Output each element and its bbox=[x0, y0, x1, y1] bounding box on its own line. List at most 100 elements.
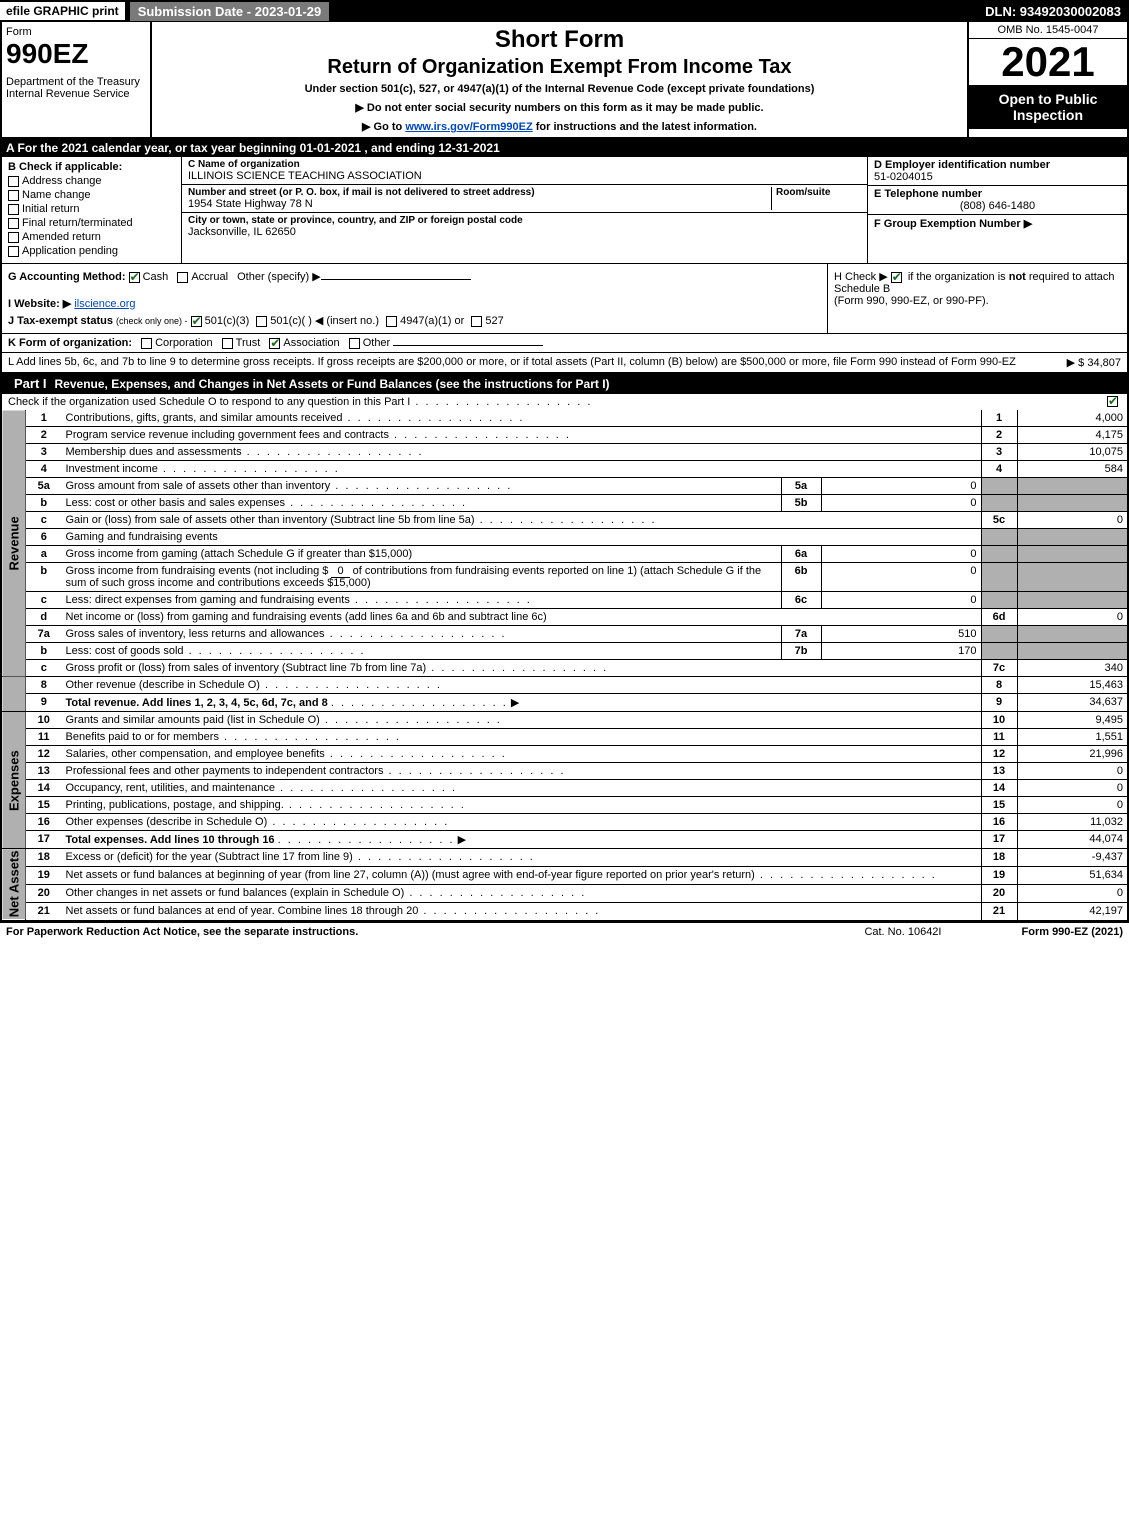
g-accounting: G Accounting Method: Cash Accrual Other … bbox=[8, 270, 821, 283]
chk-name-change[interactable]: Name change bbox=[8, 189, 175, 201]
line-desc: Membership dues and assessments bbox=[62, 444, 982, 461]
f-label: F Group Exemption Number ▶ bbox=[874, 218, 1032, 230]
line-num: 19 bbox=[26, 866, 62, 884]
chk-trust[interactable] bbox=[222, 338, 233, 349]
chk-cash[interactable] bbox=[129, 272, 140, 283]
chk-amended-return[interactable]: Amended return bbox=[8, 231, 175, 243]
chk-accrual[interactable] bbox=[177, 272, 188, 283]
line-num: b bbox=[26, 495, 62, 512]
chk-label: Name change bbox=[22, 189, 91, 201]
line-num: 13 bbox=[26, 763, 62, 780]
chk-schedule-o[interactable] bbox=[1107, 396, 1118, 407]
other-input[interactable] bbox=[321, 279, 471, 280]
line-val: 42,197 bbox=[1017, 902, 1127, 919]
line-ref: 11 bbox=[981, 729, 1017, 746]
dln: DLN: 93492030002083 bbox=[977, 2, 1129, 21]
line-desc: Contributions, gifts, grants, and simila… bbox=[62, 410, 982, 427]
line-val: 0 bbox=[1017, 797, 1127, 814]
line-val: 15,463 bbox=[1017, 677, 1127, 694]
shade bbox=[1017, 478, 1127, 495]
line-desc: Investment income bbox=[62, 461, 982, 478]
part1-check-row: Check if the organization used Schedule … bbox=[0, 394, 1129, 410]
chk-label: Amended return bbox=[22, 231, 101, 243]
line-num: b bbox=[26, 643, 62, 660]
line-desc: Total expenses. Add lines 10 through 16 … bbox=[62, 831, 982, 849]
h-text2: if the organization is bbox=[908, 271, 1009, 283]
shade bbox=[1017, 626, 1127, 643]
chk-address-change[interactable]: Address change bbox=[8, 175, 175, 187]
line-desc: Other changes in net assets or fund bala… bbox=[62, 884, 982, 902]
chk-association[interactable] bbox=[269, 338, 280, 349]
i-label: I Website: ▶ bbox=[8, 298, 71, 310]
line-val: 9,495 bbox=[1017, 712, 1127, 729]
other-label: Other (specify) ▶ bbox=[237, 271, 321, 283]
chk-corporation[interactable] bbox=[141, 338, 152, 349]
l-text: L Add lines 5b, 6c, and 7b to line 9 to … bbox=[8, 356, 1059, 369]
sub-num: 7a bbox=[781, 626, 821, 643]
form-number: 990EZ bbox=[6, 38, 146, 70]
line-ref: 7c bbox=[981, 660, 1017, 677]
website-link[interactable]: ilscience.org bbox=[74, 298, 135, 310]
line-desc: Gross amount from sale of assets other t… bbox=[62, 478, 782, 495]
chk-final-return[interactable]: Final return/terminated bbox=[8, 217, 175, 229]
opt-4947: 4947(a)(1) or bbox=[400, 315, 464, 327]
header-right: OMB No. 1545-0047 2021 Open to Public In… bbox=[967, 22, 1127, 137]
shade bbox=[981, 563, 1017, 592]
line-desc: Excess or (deficit) for the year (Subtra… bbox=[62, 849, 982, 867]
line-num: 14 bbox=[26, 780, 62, 797]
opt-corp: Corporation bbox=[155, 337, 212, 349]
chk-501c3[interactable] bbox=[191, 316, 202, 327]
line-val: 4,175 bbox=[1017, 427, 1127, 444]
line-num: 9 bbox=[26, 694, 62, 712]
line-desc: Printing, publications, postage, and shi… bbox=[62, 797, 982, 814]
line-num: 21 bbox=[26, 902, 62, 919]
shade bbox=[981, 546, 1017, 563]
c-name-row: C Name of organization ILLINOIS SCIENCE … bbox=[182, 157, 867, 185]
total-exp: Total expenses. Add lines 10 through 16 bbox=[66, 834, 275, 846]
chk-application-pending[interactable]: Application pending bbox=[8, 245, 175, 257]
line-ref: 9 bbox=[981, 694, 1017, 712]
d-ein: D Employer identification number 51-0204… bbox=[868, 157, 1127, 186]
k-label: K Form of organization: bbox=[8, 337, 132, 349]
k-other-input[interactable] bbox=[393, 345, 543, 346]
footer: For Paperwork Reduction Act Notice, see … bbox=[0, 922, 1129, 941]
j-tax-exempt: J Tax-exempt status (check only one) - 5… bbox=[8, 314, 821, 327]
chk-other[interactable] bbox=[349, 338, 360, 349]
line-num: c bbox=[26, 660, 62, 677]
line-num: 6 bbox=[26, 529, 62, 546]
shade bbox=[981, 529, 1017, 546]
line-val: 0 bbox=[1017, 763, 1127, 780]
chk-501c[interactable] bbox=[256, 316, 267, 327]
h-not: not bbox=[1009, 271, 1026, 283]
c-addr-row: Number and street (or P. O. box, if mail… bbox=[182, 185, 867, 213]
chk-schedule-b[interactable] bbox=[891, 272, 902, 283]
opt-assoc: Association bbox=[283, 337, 339, 349]
submission-date: Submission Date - 2023-01-29 bbox=[129, 1, 331, 22]
line-ref: 10 bbox=[981, 712, 1017, 729]
c-addr-label: Number and street (or P. O. box, if mail… bbox=[188, 187, 771, 198]
shade bbox=[1017, 563, 1127, 592]
sub-num: 5b bbox=[781, 495, 821, 512]
chk-initial-return[interactable]: Initial return bbox=[8, 203, 175, 215]
accrual-label: Accrual bbox=[191, 271, 228, 283]
irs-link[interactable]: www.irs.gov/Form990EZ bbox=[405, 121, 532, 133]
efile-label: efile GRAPHIC print bbox=[0, 2, 125, 20]
line-num: b bbox=[26, 563, 62, 592]
org-name: ILLINOIS SCIENCE TEACHING ASSOCIATION bbox=[188, 170, 861, 182]
line-desc: Net income or (loss) from gaming and fun… bbox=[62, 609, 982, 626]
line-desc: Net assets or fund balances at end of ye… bbox=[62, 902, 982, 919]
k-row: K Form of organization: Corporation Trus… bbox=[0, 334, 1129, 353]
b-title: B Check if applicable: bbox=[8, 161, 175, 173]
shade bbox=[1017, 546, 1127, 563]
line-desc: Program service revenue including govern… bbox=[62, 427, 982, 444]
line-num: 7a bbox=[26, 626, 62, 643]
desc-part: Gross income from fundraising events (no… bbox=[66, 565, 329, 577]
chk-527[interactable] bbox=[471, 316, 482, 327]
omb-number: OMB No. 1545-0047 bbox=[969, 22, 1127, 39]
line-desc: Less: cost of goods sold bbox=[62, 643, 782, 660]
chk-4947[interactable] bbox=[386, 316, 397, 327]
line-ref: 8 bbox=[981, 677, 1017, 694]
line-desc: Gaming and fundraising events bbox=[62, 529, 982, 546]
part1-title: Revenue, Expenses, and Changes in Net As… bbox=[55, 377, 610, 391]
section-bcde: B Check if applicable: Address change Na… bbox=[0, 157, 1129, 264]
